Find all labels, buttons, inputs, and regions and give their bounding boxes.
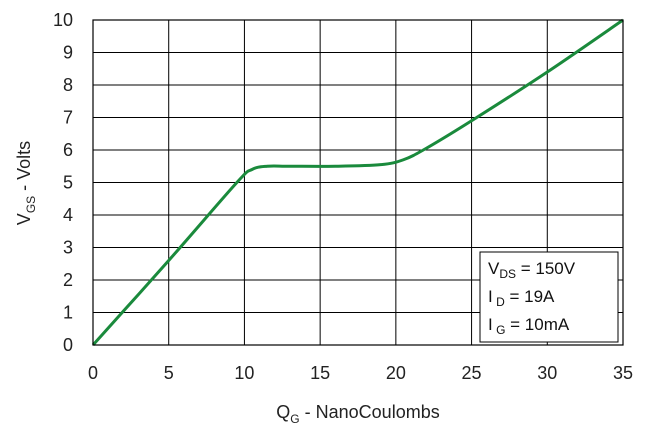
legend-box: VDS = 150V I D = 19A I G = 10mA xyxy=(479,251,619,343)
x-tick-label: 0 xyxy=(88,363,98,383)
y-tick-label: 6 xyxy=(63,140,73,160)
y-tick-label: 4 xyxy=(63,205,73,225)
y-tick-label: 3 xyxy=(63,238,73,258)
x-axis-label: QG - NanoCoulombs xyxy=(276,402,439,426)
y-tick-label: 9 xyxy=(63,43,73,63)
x-tick-label: 35 xyxy=(613,363,633,383)
x-axis-ticks: 0 5 10 15 20 25 30 35 xyxy=(88,363,633,383)
y-tick-label: 10 xyxy=(53,10,73,30)
y-axis-label: VGS - Volts xyxy=(14,141,38,225)
y-tick-label: 0 xyxy=(63,335,73,355)
series-line xyxy=(91,18,624,347)
y-tick-label: 8 xyxy=(63,75,73,95)
x-tick-label: 20 xyxy=(386,363,406,383)
x-tick-label: 25 xyxy=(462,363,482,383)
legend-line-vds: VDS = 150V xyxy=(488,259,576,281)
x-tick-label: 30 xyxy=(537,363,557,383)
x-tick-label: 5 xyxy=(164,363,174,383)
y-tick-label: 5 xyxy=(63,173,73,193)
y-tick-label: 7 xyxy=(63,108,73,128)
y-axis-ticks: 0 1 2 3 4 5 6 7 8 9 10 xyxy=(53,10,73,355)
x-tick-label: 10 xyxy=(234,363,254,383)
legend-background xyxy=(479,251,619,343)
plot-frame xyxy=(92,19,624,346)
x-tick-label: 15 xyxy=(310,363,330,383)
y-tick-label: 1 xyxy=(63,303,73,323)
legend-line-ig: I G = 10mA xyxy=(488,315,570,337)
y-tick-label: 2 xyxy=(63,270,73,290)
legend-line-id: I D = 19A xyxy=(488,287,555,309)
